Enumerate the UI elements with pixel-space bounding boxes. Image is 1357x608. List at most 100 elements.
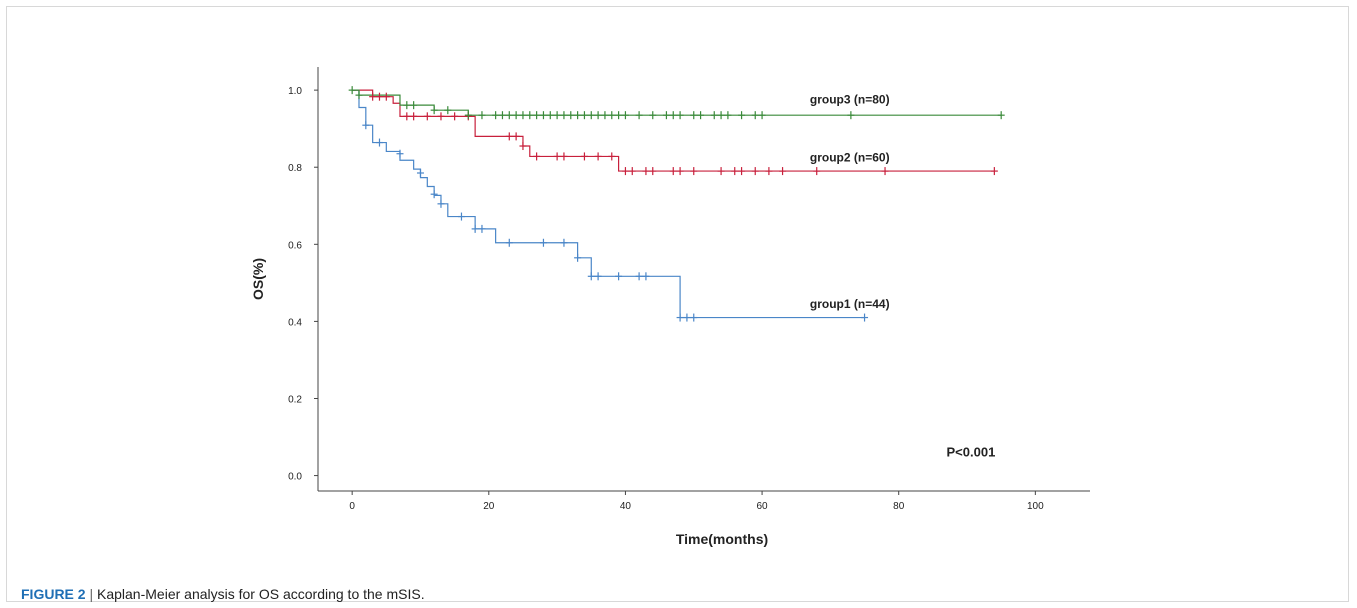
censor-mark: [533, 152, 541, 161]
censor-mark: [546, 111, 554, 120]
censor-mark: [997, 111, 1005, 120]
censor-mark: [710, 111, 718, 120]
censor-mark: [690, 111, 698, 120]
censor-mark: [492, 111, 500, 120]
caption-separator: |: [89, 586, 94, 602]
censor-mark: [451, 112, 459, 121]
censor-mark: [403, 101, 411, 110]
series-label: group1 (n=44): [810, 297, 890, 311]
survival-curves: [352, 89, 1002, 319]
censor-mark: [560, 238, 568, 247]
censor-mark: [615, 272, 623, 281]
censor-mark: [512, 111, 520, 120]
y-tick-label: 0.0: [288, 472, 302, 483]
censor-mark: [642, 167, 650, 176]
x-tick-label: 80: [893, 501, 905, 512]
censor-mark: [669, 111, 677, 120]
censor-mark: [498, 111, 506, 120]
censor-mark: [594, 111, 602, 120]
series-line-1: [352, 89, 865, 319]
censor-mark: [990, 167, 998, 176]
censor-mark: [369, 92, 377, 101]
censor-mark: [505, 132, 513, 141]
censor-mark: [676, 313, 684, 322]
censor-mark: [526, 111, 534, 120]
censor-mark: [676, 111, 684, 120]
censor-mark: [683, 313, 691, 322]
censor-mark: [669, 167, 677, 176]
censor-mark: [560, 152, 568, 161]
censor-mark: [587, 111, 595, 120]
p-value-annotation: P<0.001: [947, 444, 996, 459]
censor-mark: [649, 167, 657, 176]
censor-mark: [751, 167, 759, 176]
censor-mark: [690, 167, 698, 176]
censor-mark: [519, 111, 527, 120]
axes: 0 20 40 60 80 100 0.0 0.2 0.4 0.6 0.8 1.0: [288, 67, 1090, 512]
censor-mark: [608, 152, 616, 161]
censor-mark: [403, 112, 411, 121]
censor-mark: [751, 111, 759, 120]
censor-mark: [635, 111, 643, 120]
figure-frame: 0 20 40 60 80 100 0.0 0.2 0.4 0.6 0.8 1.0 group3 (n…: [6, 6, 1349, 602]
censor-mark: [615, 111, 623, 120]
censor-mark: [594, 272, 602, 281]
censor-mark: [628, 167, 636, 176]
censor-mark: [348, 86, 356, 95]
censor-mark: [362, 121, 370, 130]
censor-mark: [464, 111, 472, 120]
y-tick-label: 0.8: [288, 163, 302, 174]
censor-mark: [765, 167, 773, 176]
y-tick-label: 0.6: [288, 240, 302, 251]
figure-label: FIGURE 2: [21, 586, 86, 602]
censor-mark: [553, 111, 561, 120]
censor-mark: [580, 111, 588, 120]
censor-mark: [512, 132, 520, 141]
censor-mark: [478, 111, 486, 120]
censor-mark: [642, 272, 650, 281]
y-tick-label: 1.0: [288, 86, 302, 97]
censor-mark: [430, 190, 438, 199]
censor-mark: [847, 111, 855, 120]
censor-mark: [594, 152, 602, 161]
censor-mark: [580, 152, 588, 161]
censor-mark: [690, 313, 698, 322]
censor-mark: [567, 111, 575, 120]
censor-mark: [396, 149, 404, 158]
censor-mark: [355, 91, 363, 100]
censor-mark: [533, 111, 541, 120]
series-labels: group3 (n=80) group2 (n=60) group1 (n=44): [810, 93, 890, 311]
censor-mark: [539, 238, 547, 247]
censor-mark: [861, 313, 869, 322]
censor-mark: [505, 238, 513, 247]
censor-mark: [738, 111, 746, 120]
censor-mark: [410, 112, 418, 121]
censor-mark: [437, 112, 445, 121]
series-label: group3 (n=80): [810, 93, 890, 107]
censor-mark: [471, 224, 479, 233]
x-tick-label: 20: [483, 501, 495, 512]
censor-mark: [574, 111, 582, 120]
km-plot: 0 20 40 60 80 100 0.0 0.2 0.4 0.6 0.8 1.0 group3 (n…: [250, 67, 1090, 547]
censor-mark: [457, 212, 465, 221]
censor-mark: [813, 167, 821, 176]
censor-mark: [758, 111, 766, 120]
censor-mark: [375, 92, 383, 101]
x-tick-label: 60: [757, 501, 769, 512]
censor-mark: [608, 111, 616, 120]
censor-mark: [560, 111, 568, 120]
censor-mark: [375, 138, 383, 147]
censor-mark: [635, 272, 643, 281]
censor-mark: [662, 111, 670, 120]
censor-mark: [601, 111, 609, 120]
censor-mark: [621, 111, 629, 120]
censor-mark: [416, 169, 424, 177]
caption-text: Kaplan-Meier analysis for OS according t…: [97, 586, 425, 602]
censor-mark: [423, 112, 431, 121]
censor-mark: [731, 167, 739, 176]
censor-mark: [505, 111, 513, 120]
series-line-3: [352, 89, 1002, 116]
censor-mark: [430, 106, 438, 115]
figure-caption: FIGURE 2 | Kaplan-Meier analysis for OS …: [21, 586, 425, 602]
censor-mark: [382, 92, 390, 101]
